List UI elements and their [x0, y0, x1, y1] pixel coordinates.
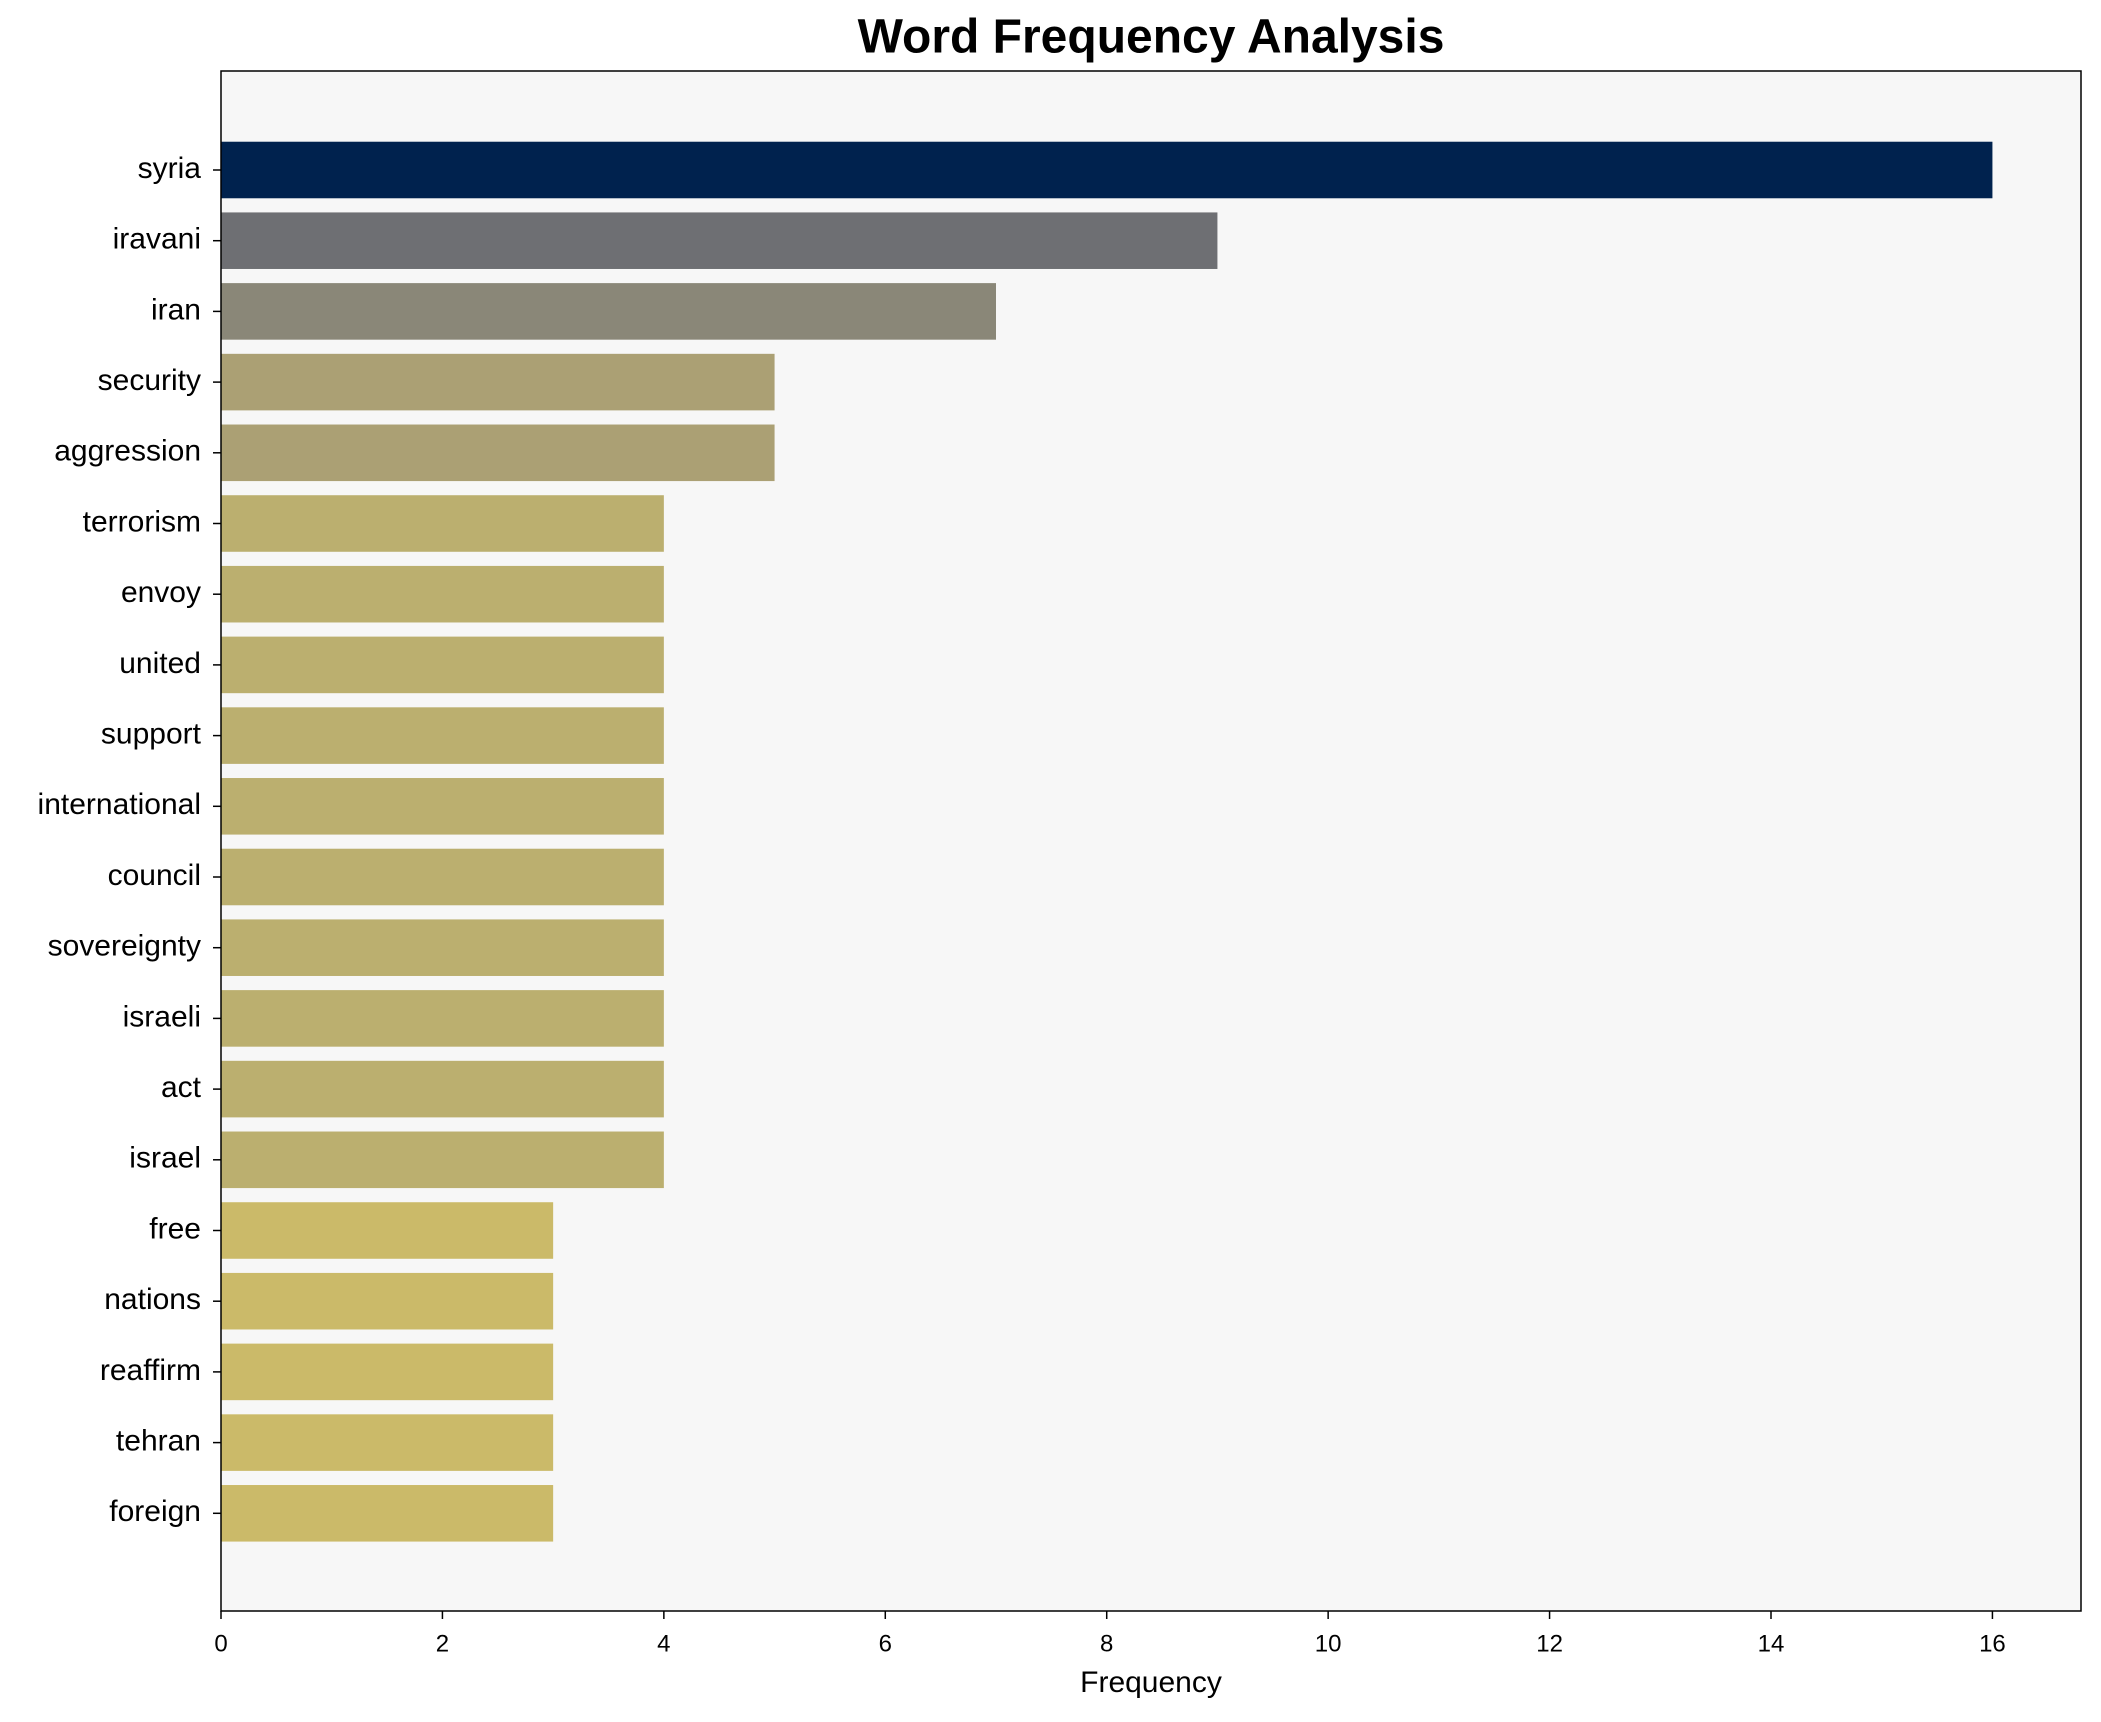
y-tick-label: support: [101, 718, 202, 751]
y-tick-label: terrorism: [83, 505, 201, 538]
bar: [221, 1485, 554, 1542]
x-axis-label: Frequency: [1080, 1666, 1222, 1699]
bar: [221, 1060, 664, 1118]
y-tick-label: united: [119, 647, 201, 680]
bar: [221, 212, 1218, 269]
bar: [221, 1414, 554, 1471]
y-tick-label: security: [98, 364, 201, 397]
y-tick-label: act: [161, 1071, 202, 1104]
x-tick-label: 4: [657, 1630, 670, 1657]
x-tick-label: 6: [879, 1630, 892, 1657]
y-tick-label: tehran: [116, 1425, 201, 1458]
y-tick-label: syria: [138, 152, 202, 185]
bar: [221, 707, 664, 764]
bar: [221, 353, 775, 411]
x-tick-label: 0: [214, 1630, 227, 1657]
y-tick-label: iran: [151, 293, 201, 326]
bar: [221, 495, 664, 552]
y-tick-label: israeli: [123, 1000, 201, 1033]
bar: [221, 990, 664, 1047]
bar: [221, 1272, 554, 1330]
bar: [221, 1343, 554, 1401]
bar: [221, 1202, 554, 1259]
y-tick-label: sovereignty: [48, 930, 201, 963]
bar: [221, 636, 664, 694]
bar: [221, 1131, 664, 1189]
bar: [221, 778, 664, 835]
bar: [221, 283, 996, 340]
y-tick-label: reaffirm: [100, 1354, 201, 1387]
y-tick-label: foreign: [109, 1495, 201, 1528]
bar: [221, 424, 775, 482]
x-tick-label: 16: [1979, 1630, 2006, 1657]
y-tick-label: iravani: [113, 223, 201, 256]
bar: [221, 848, 664, 906]
y-tick-label: nations: [104, 1283, 201, 1316]
y-tick-label: envoy: [121, 576, 201, 609]
bar: [221, 565, 664, 623]
bar: [221, 141, 1993, 199]
y-tick-label: israel: [129, 1142, 201, 1175]
x-tick-label: 8: [1100, 1630, 1113, 1657]
x-tick-label: 14: [1758, 1630, 1785, 1657]
x-tick-label: 2: [436, 1630, 449, 1657]
plot-frame: [220, 70, 2082, 1612]
chart-title: Word Frequency Analysis: [858, 11, 1445, 64]
y-tick-label: free: [149, 1212, 201, 1245]
x-tick-label: 10: [1315, 1630, 1342, 1657]
y-tick-label: international: [38, 788, 201, 821]
bar: [221, 919, 664, 976]
x-tick-label: 12: [1536, 1630, 1563, 1657]
y-tick-label: council: [108, 859, 201, 892]
y-tick-label: aggression: [54, 435, 201, 468]
